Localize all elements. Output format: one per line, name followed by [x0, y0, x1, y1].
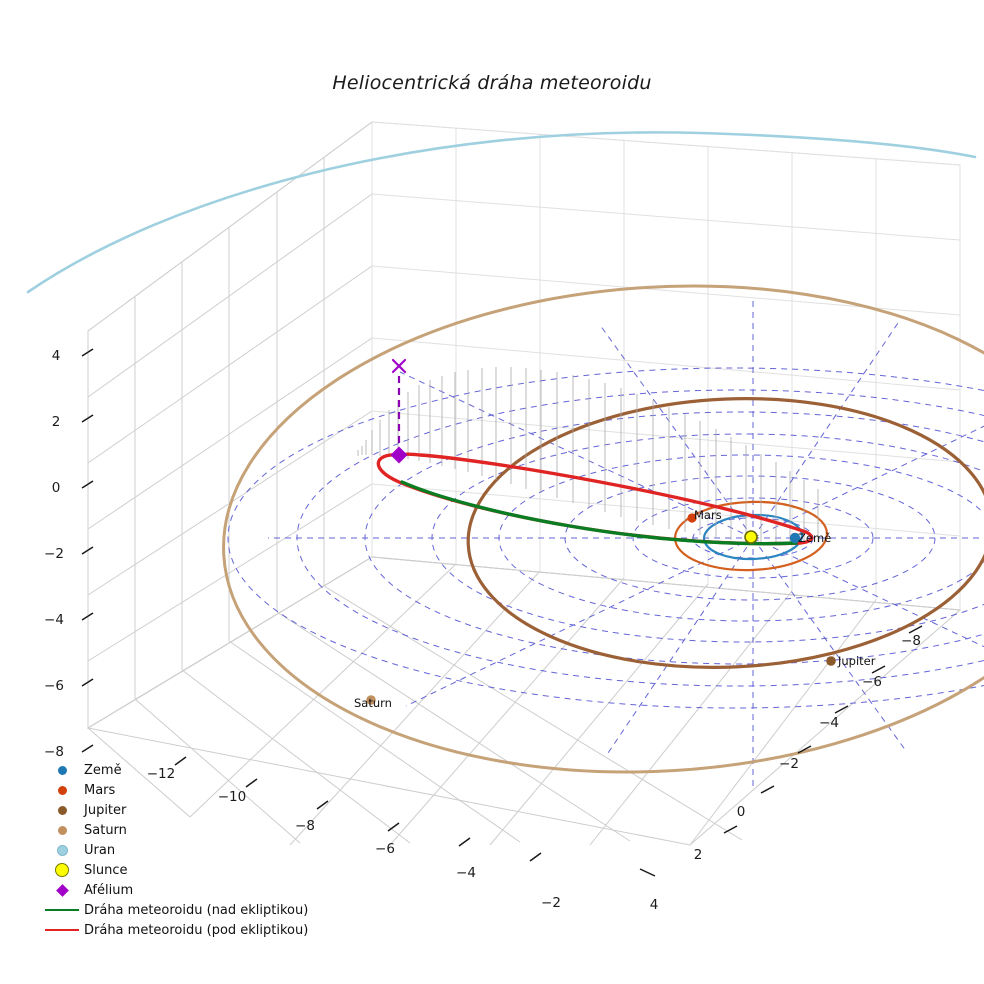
x-tick: −8	[295, 818, 315, 834]
legend-item-mars[interactable]: Mars	[40, 780, 340, 800]
saturn-dot-icon	[40, 825, 84, 835]
axis-ticks	[81, 348, 923, 877]
orbit-drop-lines	[357, 367, 819, 544]
label-saturn: Saturn	[354, 696, 392, 710]
uranus-dot-icon	[40, 844, 84, 856]
orbit-uranus	[26, 131, 977, 294]
marker-earth	[789, 532, 801, 544]
marker-mars	[687, 513, 697, 523]
axes-panes	[86, 121, 962, 846]
legend-label: Jupiter	[84, 802, 127, 818]
z-tick: −4	[44, 612, 64, 628]
earth-dot-icon	[40, 765, 84, 775]
y-tick: −8	[901, 633, 921, 649]
z-tick: −6	[44, 678, 64, 694]
legend-label: Slunce	[84, 862, 128, 878]
polar-grid	[227, 300, 984, 790]
legend-item-orbit-above[interactable]: Dráha meteoroidu (nad ekliptikou)	[40, 900, 340, 920]
x-tick: −2	[541, 895, 561, 911]
legend-label: Afélium	[84, 882, 134, 898]
legend-label: Dráha meteoroidu (nad ekliptikou)	[84, 902, 309, 918]
meteoroid-orbit-above-ecliptic	[400, 480, 798, 546]
legend-label: Mars	[84, 782, 116, 798]
z-tick: 4	[51, 348, 61, 364]
pane-left	[87, 121, 373, 729]
legend-item-earth[interactable]: Země	[40, 760, 340, 780]
sun-dot-icon	[40, 863, 84, 877]
legend-label: Saturn	[84, 822, 127, 838]
red-line-icon	[40, 929, 84, 931]
label-earth: Země	[798, 531, 832, 545]
x-tick: −6	[375, 841, 395, 857]
legend-item-aphelion[interactable]: Afélium	[40, 880, 340, 900]
aphelion-diamond-icon	[40, 883, 84, 897]
x-tick: 4	[649, 897, 659, 913]
z-tick: −8	[44, 744, 64, 760]
legend-item-sun[interactable]: Slunce	[40, 860, 340, 880]
marker-sun	[744, 530, 758, 544]
legend-item-saturn[interactable]: Saturn	[40, 820, 340, 840]
legend-label: Země	[84, 762, 122, 778]
legend-label: Dráha meteoroidu (pod ekliptikou)	[84, 922, 309, 938]
z-tick: 2	[51, 414, 61, 430]
y-tick: 2	[693, 847, 703, 863]
jupiter-dot-icon	[40, 805, 84, 815]
aphelion-diamond-marker	[390, 446, 408, 464]
y-tick: −4	[819, 715, 839, 731]
x-tick: −12	[146, 766, 176, 782]
orbit-jupiter	[466, 397, 984, 669]
marker-jupiter	[826, 656, 836, 666]
orbit-saturn	[222, 284, 984, 774]
x-tick: −10	[217, 789, 247, 805]
label-mars: Mars	[694, 508, 722, 522]
page-title: Heliocentrická dráha meteoroidu	[332, 72, 652, 94]
legend-item-orbit-below[interactable]: Dráha meteoroidu (pod ekliptikou)	[40, 920, 340, 940]
y-tick: −2	[779, 756, 799, 772]
y-tick: 0	[736, 804, 746, 820]
pane-floor	[86, 556, 962, 846]
legend-label: Uran	[84, 842, 116, 858]
x-tick: −4	[456, 865, 476, 881]
pane-right	[371, 121, 961, 611]
z-tick: −2	[44, 546, 64, 562]
label-jupiter: Jupiter	[838, 654, 876, 668]
marker-saturn	[366, 695, 376, 705]
y-tick: −6	[862, 674, 882, 690]
green-line-icon	[40, 909, 84, 911]
legend-item-jupiter[interactable]: Jupiter	[40, 800, 340, 820]
z-tick: 0	[51, 480, 61, 496]
legend: Země Mars Jupiter Saturn Uran	[40, 760, 340, 940]
legend-item-uranus[interactable]: Uran	[40, 840, 340, 860]
aphelion-x-marker	[391, 358, 407, 374]
mars-dot-icon	[40, 785, 84, 795]
